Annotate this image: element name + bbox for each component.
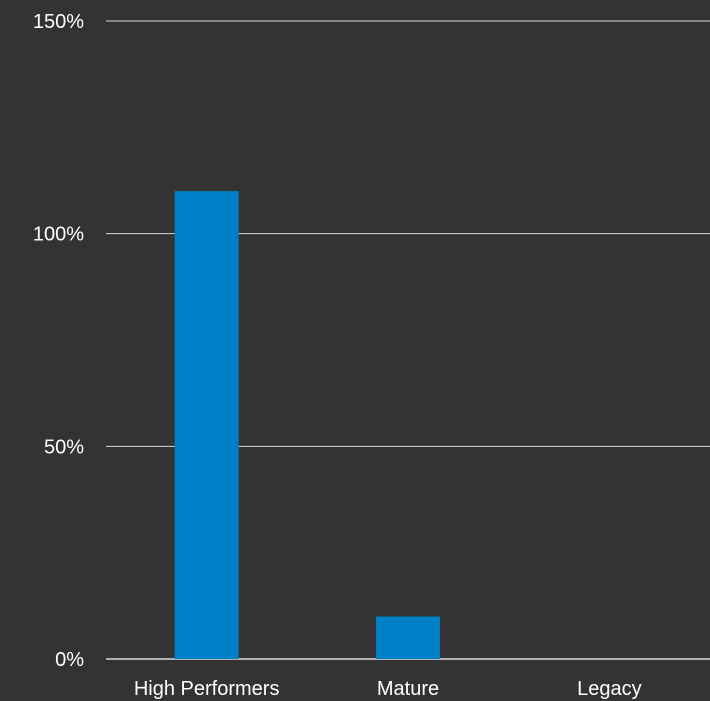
bar-mature <box>376 616 440 659</box>
y-axis-tick-labels: 0% 50% 100% 150% <box>33 11 84 671</box>
y-tick-label: 100% <box>33 224 84 246</box>
x-axis-category-labels: High Performers Mature Legacy <box>134 678 642 700</box>
bars <box>174 191 440 659</box>
x-category-label: High Performers <box>134 678 280 700</box>
bar-high-performers <box>174 191 239 659</box>
y-tick-label: 0% <box>55 649 84 671</box>
y-tick-label: 150% <box>33 11 84 33</box>
x-category-label: Legacy <box>577 678 642 700</box>
x-category-label: Mature <box>377 678 439 700</box>
y-tick-label: 50% <box>44 436 84 458</box>
